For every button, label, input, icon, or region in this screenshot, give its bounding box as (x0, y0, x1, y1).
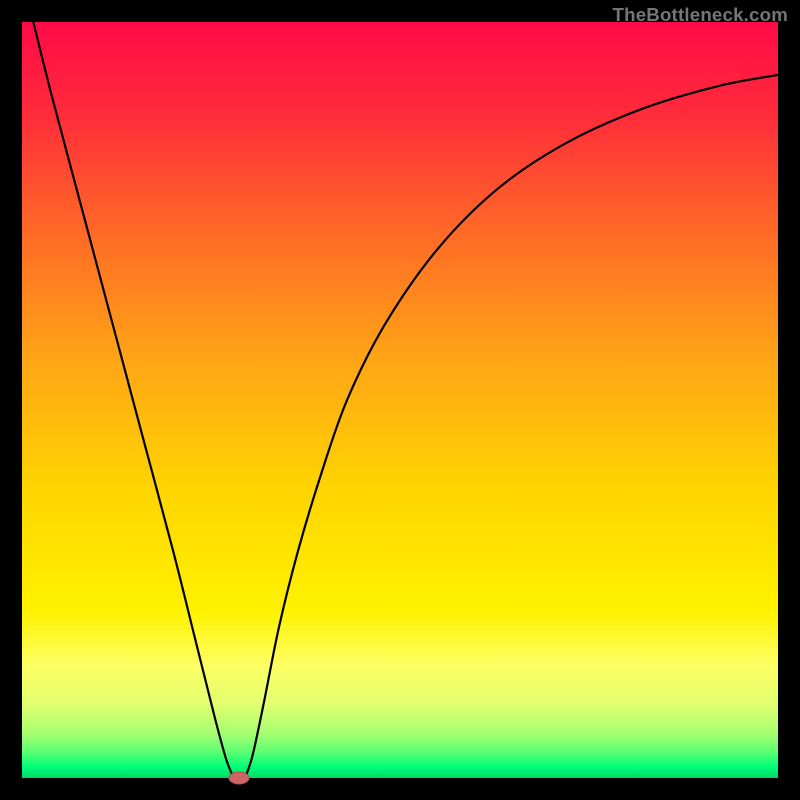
minimum-marker (229, 772, 249, 784)
bottleneck-chart (0, 0, 800, 800)
gradient-background (22, 22, 778, 778)
attribution-text: TheBottleneck.com (613, 4, 789, 26)
chart-stage: TheBottleneck.com (0, 0, 800, 800)
